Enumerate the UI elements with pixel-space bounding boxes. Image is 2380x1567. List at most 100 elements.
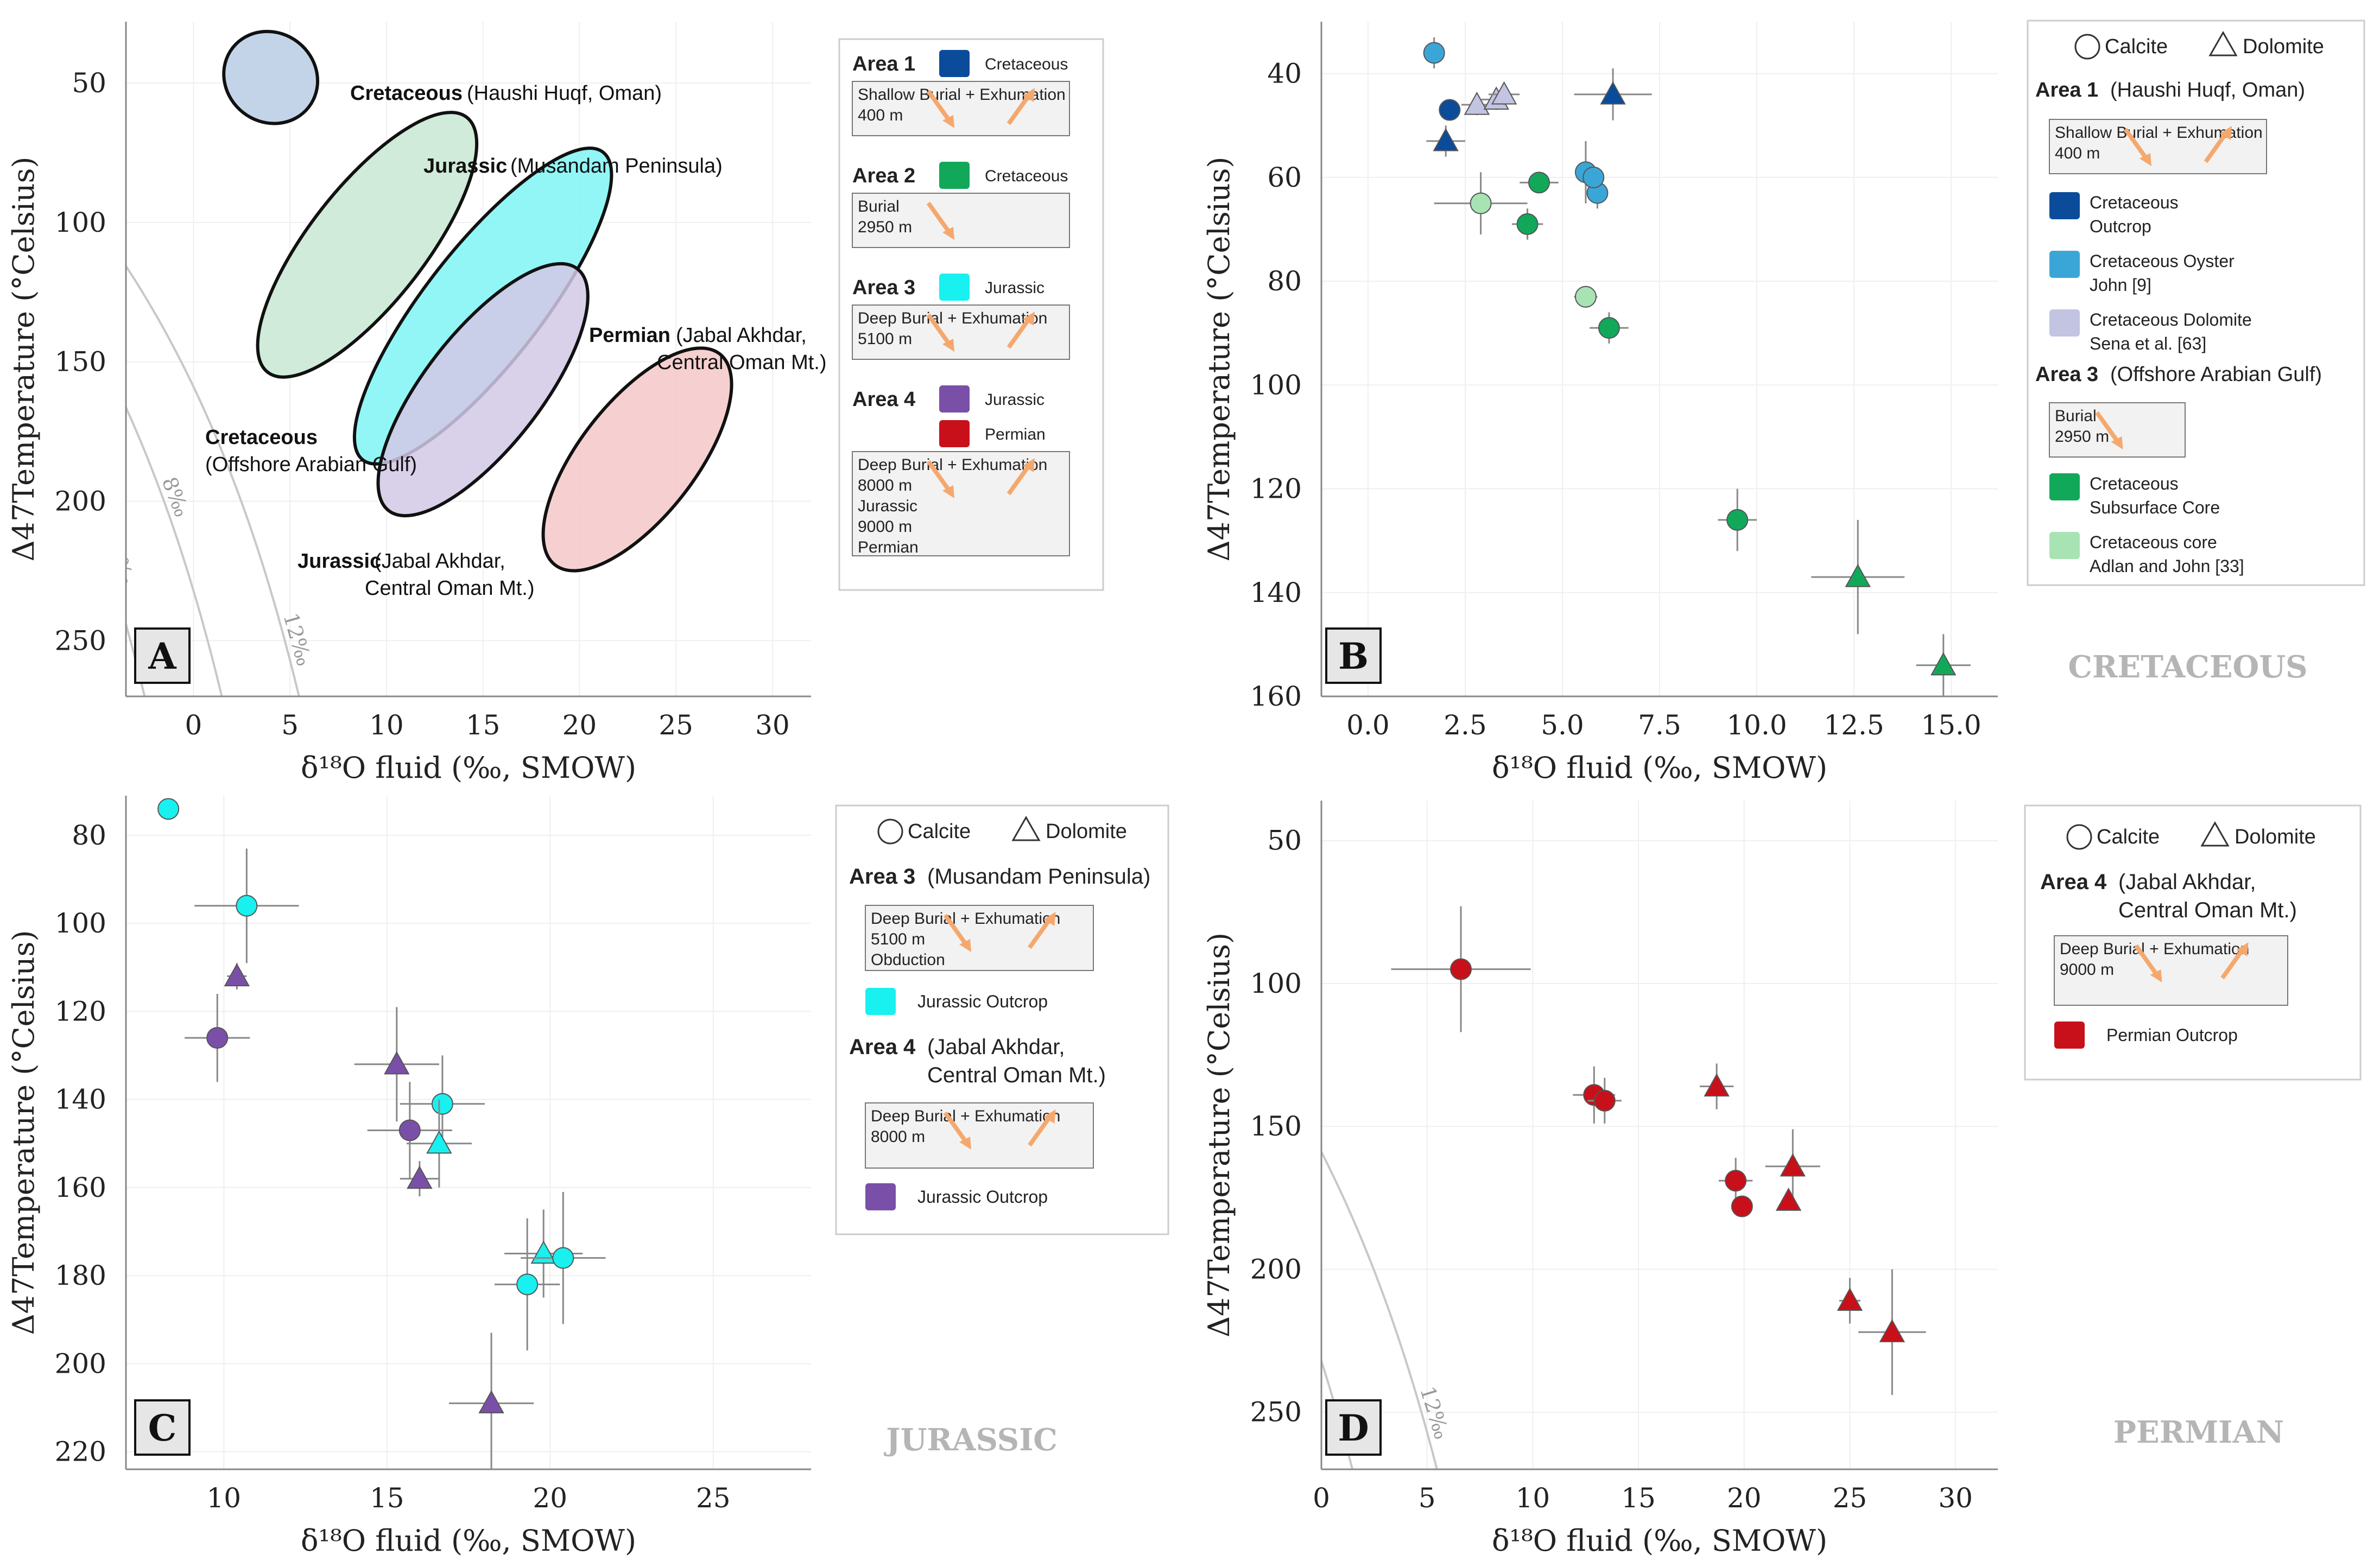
panel-A: -12 ‰-8‰-4‰0‰ (δ¹⁸O ca)4‰8‰12‰Cretaceous… xyxy=(7,22,1104,785)
region-label: (Offshore Arabian Gulf) xyxy=(205,453,417,476)
legend-entry-label: Jurassic Outcrop xyxy=(917,992,1048,1011)
region-label: (Musandam Peninsula) xyxy=(510,155,723,177)
x-tick-label: 20 xyxy=(533,1482,567,1514)
x-tick-label: 5 xyxy=(281,709,299,741)
legend-entry-label: Cretaceous xyxy=(2090,474,2179,493)
legend-swatch xyxy=(2054,1022,2085,1049)
burial-arrow xyxy=(2095,411,2121,445)
legend-entry-label: Cretaceous xyxy=(985,167,1068,185)
data-point xyxy=(1780,1153,1806,1177)
data-point xyxy=(530,1240,556,1264)
panel-label-box xyxy=(1325,627,1382,684)
legend: Calcite Dolomite Area 4 (Jabal Akhdar, Cent… xyxy=(2024,804,2362,1081)
legend-entry-label: John [9] xyxy=(2090,275,2151,295)
y-tick-label: 160 xyxy=(1250,681,1302,712)
legend-entry-label: Jurassic Outcrop xyxy=(917,1187,1048,1207)
y-axis-label: Δ47Temperature (°Celsius) xyxy=(1202,157,1236,562)
x-tick-label: 10 xyxy=(1516,1482,1550,1514)
x-tick-label: 15 xyxy=(466,709,501,741)
process-box-line: Obduction xyxy=(871,951,945,969)
legend-area-subtitle: (Jabal Akhdar, xyxy=(927,1035,1065,1059)
dolomite-key-label: Dolomite xyxy=(2243,35,2324,58)
y-tick-label: 200 xyxy=(1250,1253,1302,1285)
exhumation-arrow-head xyxy=(1023,88,1035,102)
region-label: Central Oman Mt.) xyxy=(365,577,535,600)
data-point xyxy=(552,1247,574,1269)
legend-swatch xyxy=(939,162,970,189)
x-tick-label: 5.0 xyxy=(1541,709,1584,741)
legend-area-title: Area 1 xyxy=(852,53,915,75)
data-point xyxy=(1731,1195,1753,1217)
region-label: (Jabal Akhdar, xyxy=(375,550,505,573)
calcite-key-icon xyxy=(2066,824,2092,850)
legend-swatch xyxy=(2049,532,2080,559)
x-tick-label: 30 xyxy=(755,709,790,741)
process-box-line: 5100 m xyxy=(871,930,925,948)
legend-entry-label: Cretaceous core xyxy=(2090,532,2217,552)
exhumation-arrow xyxy=(1007,462,1033,496)
isoline-label: 4‰ xyxy=(104,542,139,588)
process-box-line: Permian xyxy=(858,538,919,556)
y-tick-label: 80 xyxy=(1267,265,1302,297)
data-point xyxy=(1574,286,1597,308)
region-label: Central Oman Mt.) xyxy=(657,351,827,374)
isoline-label: -8‰ xyxy=(971,1316,1010,1369)
process-box-line: Jurassic xyxy=(858,497,917,515)
legend-area-title: Area 1 xyxy=(2035,79,2098,101)
y-tick-label: 160 xyxy=(55,1172,106,1203)
x-axis-label: δ¹⁸O fluid (‰, SMOW) xyxy=(301,751,636,785)
region-label: (Haushi Huqf, Oman) xyxy=(467,82,662,105)
legend-swatch xyxy=(939,385,970,413)
legend-area-title: Area 2 xyxy=(852,164,915,187)
legend: Calcite Dolomite Area 3 (Musandam Peninsul… xyxy=(835,804,1169,1235)
y-tick-label: 250 xyxy=(55,625,106,656)
y-tick-label: 100 xyxy=(55,207,106,238)
legend-entry-label: Cretaceous xyxy=(985,55,1068,73)
process-box-line: 2950 m xyxy=(858,218,912,236)
panel-C: -12 ‰-8‰-4‰0‰ (δ¹⁸O ca)4‰8‰ 10 15 20 25 80 100… xyxy=(7,796,1169,1558)
dolomite-key-label: Dolomite xyxy=(1046,820,1127,843)
data-point xyxy=(1879,1319,1906,1342)
x-tick-label: 10.0 xyxy=(1726,709,1787,741)
y-tick-label: 60 xyxy=(1267,162,1302,193)
legend-entry-label: Permian xyxy=(985,426,1046,443)
y-tick-label: 120 xyxy=(1250,473,1302,505)
calcite-key-label: Calcite xyxy=(2105,35,2168,58)
isoline xyxy=(223,0,930,748)
y-tick-label: 150 xyxy=(55,346,106,378)
exhumation-arrow xyxy=(2204,130,2230,163)
isoline xyxy=(1321,1149,1438,1469)
legend-area-subtitle: Central Oman Mt.) xyxy=(927,1063,1106,1087)
process-box-line: 8000 m xyxy=(858,477,912,494)
legend-area-subtitle: (Haushi Huqf, Oman) xyxy=(2110,79,2305,101)
data-point xyxy=(398,1119,421,1141)
legend-entry-label: Cretaceous xyxy=(2090,193,2179,212)
data-point xyxy=(1470,192,1492,214)
x-tick-label: 0 xyxy=(185,709,202,741)
data-point xyxy=(1598,317,1620,339)
y-tick-label: 100 xyxy=(1250,369,1302,401)
process-box xyxy=(865,905,1094,971)
burial-arrow-head xyxy=(2140,153,2151,166)
panel-label-box xyxy=(1325,1399,1382,1456)
panel-title: JURASSIC xyxy=(883,1422,1058,1458)
x-tick-label: 25 xyxy=(659,709,693,741)
dolomite-key-icon xyxy=(2208,30,2238,56)
panel-title: PERMIAN xyxy=(2113,1414,2284,1450)
process-box xyxy=(2054,935,2288,1006)
exhumation-arrow-head xyxy=(1023,312,1035,326)
x-tick-label: 25 xyxy=(1833,1482,1868,1514)
legend-area-subtitle: (Offshore Arabian Gulf) xyxy=(2110,363,2322,386)
burial-arrow-head xyxy=(959,939,971,952)
isoline xyxy=(1321,1357,1354,1469)
exhumation-arrow-head xyxy=(1023,458,1035,472)
exhumation-arrow xyxy=(1028,916,1053,949)
data-point xyxy=(407,1165,433,1189)
data-point xyxy=(224,963,250,987)
region-label: Cretaceous xyxy=(205,426,318,449)
burial-arrow xyxy=(926,90,952,123)
legend-swatch xyxy=(865,988,896,1015)
process-box-line: 5100 m xyxy=(858,330,912,348)
y-tick-label: 120 xyxy=(55,995,106,1027)
calcite-key-label: Calcite xyxy=(2097,826,2160,848)
